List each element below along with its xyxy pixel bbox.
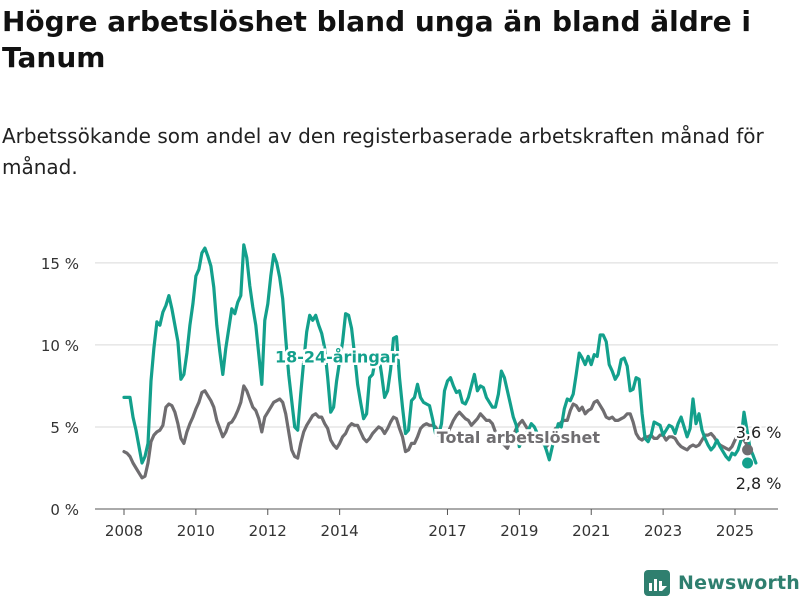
newsworthy-logo: Newsworthy <box>644 568 800 598</box>
end-value-label: 3,6 % <box>736 423 782 442</box>
series-label-youth: 18-24-åringar <box>275 347 399 366</box>
newsworthy-logo-icon <box>644 570 670 596</box>
x-tick-label: 2017 <box>428 522 466 540</box>
y-tick-label: 15 % <box>41 255 79 273</box>
x-tick-label: 2023 <box>644 522 682 540</box>
series-label-total: Total arbetslöshet <box>437 428 601 447</box>
chart-title: Högre arbetslöshet bland unga än bland ä… <box>2 5 751 74</box>
end-value-label: 2,8 % <box>736 474 782 493</box>
x-tick-label: 2021 <box>572 522 610 540</box>
x-tick-label: 2014 <box>321 522 359 540</box>
y-axis-ticks: 0 % 5 % 10 % 15 % <box>41 255 79 519</box>
grid-lines <box>95 262 778 510</box>
x-tick-label: 2019 <box>500 522 538 540</box>
x-tick-label: 2012 <box>249 522 287 540</box>
y-tick-label: 0 % <box>50 501 79 519</box>
x-tick-label: 2025 <box>716 522 754 540</box>
end-point-youth <box>742 457 754 469</box>
y-tick-label: 10 % <box>41 337 79 355</box>
x-tick-label: 2010 <box>177 522 215 540</box>
series-labels: 18-24-åringar Total arbetslöshet 3,6 % 2,8 … <box>272 345 783 495</box>
brand-name: Newsworthy <box>678 572 800 594</box>
y-tick-label: 5 % <box>50 419 79 437</box>
end-point-total <box>742 444 754 456</box>
x-axis-ticks: 2008 2010 2012 2014 2017 2019 2021 2023 2025 <box>105 509 754 540</box>
series-line-youth <box>122 243 758 465</box>
chart-subtitle: Arbetssökande som andel av den registerb… <box>2 124 764 179</box>
series-lines <box>122 243 758 480</box>
x-tick-label: 2008 <box>105 522 143 540</box>
